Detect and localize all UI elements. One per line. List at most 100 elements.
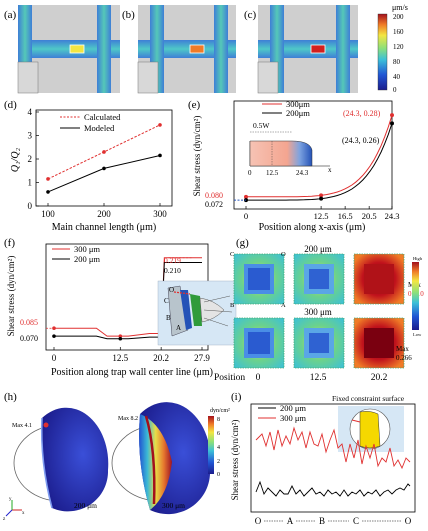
svg-text:2: 2 bbox=[217, 459, 220, 465]
panel-label-c: (c) bbox=[244, 9, 257, 21]
svg-text:12.5: 12.5 bbox=[266, 169, 279, 177]
inset-f-trap: O C B A bbox=[157, 280, 237, 346]
xlabel-e: Position along x-axis (μm) bbox=[259, 222, 366, 233]
series-point-f-1 bbox=[52, 334, 56, 338]
series-point-0 bbox=[102, 150, 106, 154]
ytick-f-070: 0.070 bbox=[20, 334, 38, 343]
heatmap-300-pos0 bbox=[233, 317, 285, 369]
legend-e-200: 200μm bbox=[286, 108, 310, 118]
heatmap-300-pos20 bbox=[353, 317, 405, 369]
svg-text:x: x bbox=[328, 166, 332, 174]
svg-text:4: 4 bbox=[217, 445, 220, 451]
series-i-200 bbox=[255, 480, 411, 497]
xtick-label: B bbox=[319, 516, 325, 526]
xtick-label: 12.5 bbox=[314, 211, 329, 221]
cbar-tick: 120 bbox=[393, 43, 404, 51]
svg-text:x: x bbox=[22, 511, 25, 516]
g-max-300: 0.266 bbox=[396, 354, 412, 362]
series-point-e-1 bbox=[390, 121, 394, 126]
cbar-tick: 200 bbox=[393, 13, 404, 21]
panel-label-d: (d) bbox=[4, 99, 17, 111]
panel-label-b: (b) bbox=[122, 9, 135, 21]
spheres-h: Max 4.1 200 μm x y z Max 8.2 300 μm dyn/… bbox=[3, 402, 230, 522]
svg-text:B: B bbox=[166, 314, 171, 322]
xtick-label: 20.2 bbox=[153, 353, 169, 363]
h-max-right: Max 8.2 bbox=[118, 416, 138, 422]
panel-label-i: (i) bbox=[231, 391, 242, 403]
panel-label-f: (f) bbox=[4, 237, 15, 249]
annot-e-300: (24.3, 0.28) bbox=[343, 109, 381, 118]
g-colorbar bbox=[412, 262, 419, 330]
svg-text:High: High bbox=[413, 256, 423, 261]
panel-label-a: (a) bbox=[4, 9, 17, 21]
g-title-300: 300 μm bbox=[304, 307, 332, 317]
plot-frame-e bbox=[233, 100, 393, 210]
heatmap-300-pos12 bbox=[293, 317, 345, 369]
h-colorbar bbox=[208, 416, 214, 474]
series-line-f-0 bbox=[54, 257, 202, 337]
g-title-200: 200 μm bbox=[304, 244, 332, 254]
legend-f-200: 200 μm bbox=[74, 254, 100, 264]
xtick-label: 0 bbox=[244, 211, 248, 221]
channel-sim-b bbox=[137, 5, 236, 94]
svg-text:Low: Low bbox=[413, 332, 422, 337]
series-point-1 bbox=[102, 166, 106, 171]
velocity-colorbar: μm/s 200 160 120 80 40 0 bbox=[377, 3, 408, 94]
panel-label-g: (g) bbox=[236, 237, 249, 249]
h-unit: dyn/cm² bbox=[210, 408, 230, 414]
series-point-0 bbox=[46, 177, 50, 181]
ytick-label: 0 bbox=[28, 201, 33, 211]
legend-modeled: Modeled bbox=[84, 123, 115, 133]
svg-text:A: A bbox=[176, 324, 181, 332]
svg-text:0: 0 bbox=[248, 169, 252, 177]
ytick-label: 3 bbox=[28, 131, 33, 141]
xtick-label: 16.5 bbox=[338, 211, 353, 221]
svg-text:O: O bbox=[169, 286, 174, 294]
annot-e-200: (24.3, 0.26) bbox=[342, 136, 380, 145]
ytick-f-219: 0.219 bbox=[164, 256, 181, 265]
series-point-e-0 bbox=[319, 193, 324, 198]
legend-i-200: 200 μm bbox=[280, 403, 306, 413]
series-point-1 bbox=[46, 190, 50, 194]
inset-i-sphere bbox=[338, 406, 404, 452]
svg-text:B: B bbox=[230, 302, 235, 309]
cbar-tick: 0 bbox=[393, 86, 397, 94]
series-point-f-1 bbox=[118, 336, 123, 341]
series-point-e-1 bbox=[319, 196, 324, 201]
ytick-f-085: 0.085 bbox=[20, 318, 38, 327]
chart-d: 0 1 2 3 4 100 200 300 Q₁/Q₂ Main channel lengt… bbox=[10, 107, 173, 233]
xtick-label: 27.9 bbox=[194, 353, 210, 363]
series-point-e-0 bbox=[244, 194, 248, 199]
legend-e-300: 300μm bbox=[286, 99, 310, 109]
series-line-f-1 bbox=[54, 262, 202, 340]
xlabel-d: Main channel length (μm) bbox=[52, 222, 157, 233]
cbar-tick: 160 bbox=[393, 28, 404, 36]
series-i-300 bbox=[255, 426, 411, 470]
cbar-tick: 80 bbox=[393, 58, 401, 66]
panel-label-h: (h) bbox=[4, 391, 17, 403]
channel-sim-c bbox=[257, 5, 358, 94]
svg-text:24.3: 24.3 bbox=[296, 169, 309, 177]
ylabel-e: Shear stress (dyn/cm²) bbox=[192, 116, 202, 197]
svg-text:8: 8 bbox=[217, 417, 220, 423]
i-inset-title: Fixed constraint surface bbox=[332, 394, 405, 403]
g-max-300-label: Max bbox=[396, 345, 409, 353]
xlabel-f: Position along trap wall center line (μm… bbox=[51, 367, 213, 378]
h-max-left: Max 4.1 bbox=[12, 423, 32, 429]
cbar-tick: 40 bbox=[393, 73, 401, 81]
channel-sim-a bbox=[17, 5, 120, 94]
legend-calculated: Calculated bbox=[84, 112, 121, 122]
xtick-label: 300 bbox=[153, 209, 167, 219]
heatmap-grid-g: 200 μm 300 μm C O B A bbox=[214, 244, 424, 383]
svg-text:z: z bbox=[3, 517, 6, 522]
xtick-label: 12.5 bbox=[112, 353, 128, 363]
g-position-title: Position bbox=[214, 373, 245, 383]
svg-text:C: C bbox=[164, 297, 169, 305]
xtick-label: 24.3 bbox=[385, 211, 400, 221]
ytick-label: 1 bbox=[28, 178, 33, 188]
heatmap-200-pos0: C O B A bbox=[230, 251, 286, 309]
chart-i: Shear stress (dyn/cm²) 200 μm 300 μm Fix… bbox=[230, 394, 416, 526]
svg-text:6: 6 bbox=[217, 431, 220, 437]
chart-f: 0 12.5 20.2 27.9 Shear stress (dyn/cm²) Pos… bbox=[6, 243, 237, 378]
ylabel-d: Q₁/Q₂ bbox=[10, 147, 21, 172]
